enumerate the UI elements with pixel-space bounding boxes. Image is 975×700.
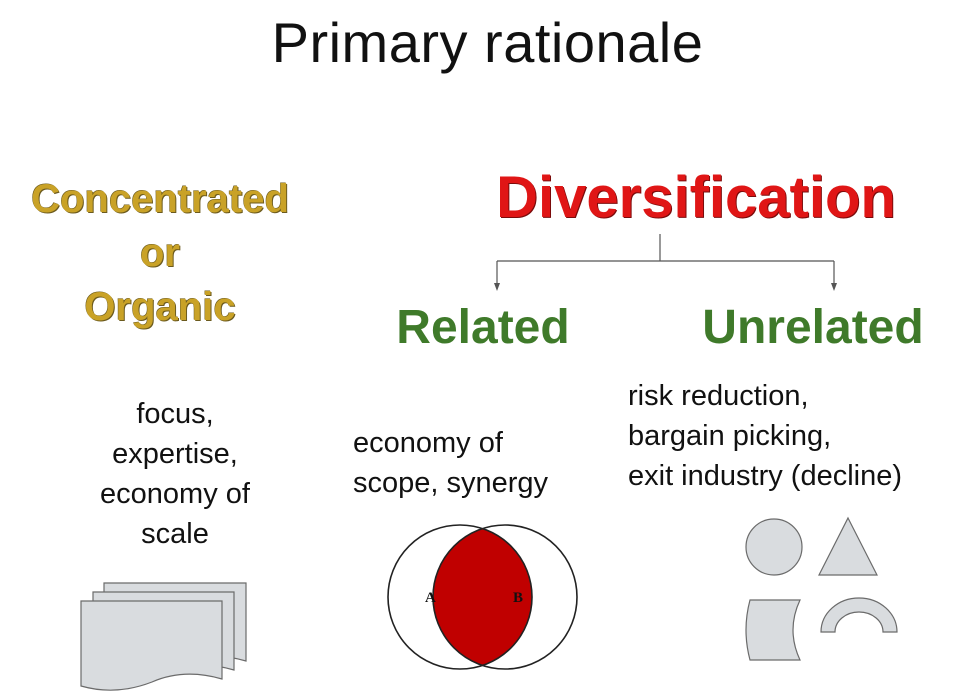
related-description: economy of scope, synergy — [353, 427, 549, 499]
related-label: Related — [396, 301, 570, 354]
venn-circle-b — [432, 524, 578, 670]
venn-circle-a — [387, 524, 533, 670]
concentrated-line-2: or — [140, 231, 180, 275]
diversification-heading: Diversification — [496, 165, 896, 230]
arch-shape — [820, 597, 898, 633]
triangle-shape — [818, 516, 878, 576]
concentrated-line-1: Concentrated — [31, 177, 289, 221]
concentrated-description: focus, expertise, economy of scale — [100, 398, 250, 550]
concentrated-line-3: Organic — [84, 285, 236, 329]
page-title: Primary rationale — [271, 11, 704, 74]
venn-label-b: B — [513, 590, 523, 606]
unrelated-label: Unrelated — [702, 301, 924, 354]
venn-label-a: A — [425, 590, 436, 606]
circle-shape — [745, 518, 803, 576]
unrelated-description: risk reduction, bargain picking, exit in… — [628, 380, 902, 492]
cylinder-shape — [745, 599, 801, 661]
concentrated-heading: Concentrated or Organic — [20, 172, 300, 334]
venn-overlap — [433, 525, 532, 669]
